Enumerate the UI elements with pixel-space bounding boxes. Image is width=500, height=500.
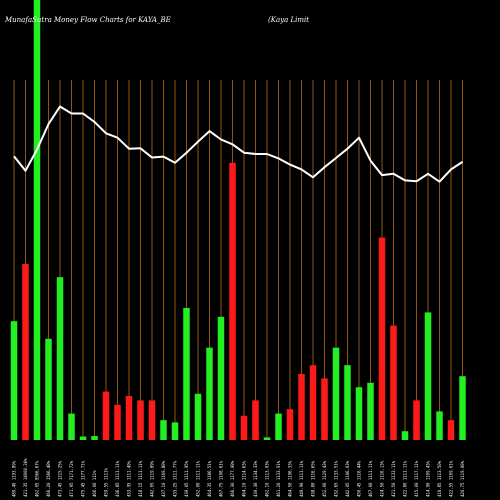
bar-Kaya 40 — [459, 376, 466, 440]
bar-Kaya 10 — [114, 404, 121, 440]
bar-Kaya 31 — [355, 387, 363, 440]
bar-Kaya 26 — [298, 374, 305, 440]
x-label: 421.50 1133.11% — [391, 460, 396, 497]
bar-Kaya 13 — [148, 400, 156, 440]
bar-Kaya 22 — [252, 400, 259, 440]
bar-Kaya 24 — [275, 413, 282, 440]
bar-Kaya 16 — [183, 308, 190, 440]
x-label: 436.85 1111.11% — [115, 460, 120, 497]
bar-Kaya 9 — [102, 391, 110, 440]
bar-Kaya 15 — [171, 422, 179, 440]
x-label: 467.75 1108.61% — [219, 460, 224, 497]
x-label: 430.30 1134.33% — [253, 460, 258, 497]
bar-Kaya 27 — [309, 365, 317, 440]
bar-Kaya 19 — [217, 316, 225, 440]
bar-Kaya 21 — [240, 415, 248, 440]
bar-Kaya 29 — [332, 347, 340, 440]
x-label: 464.50 1196.33% — [288, 460, 293, 497]
x-label: 421.35 14000.36% — [23, 458, 28, 497]
bar-Kaya 6 — [68, 413, 75, 440]
x-label: 418.85 1113.50% — [437, 460, 442, 497]
bar-Kaya 14 — [160, 420, 167, 440]
bar-Kaya 36 — [413, 400, 420, 440]
x-label: 438.80 1116.65% — [311, 460, 316, 497]
x-axis-labels: 489.40 1193.89% 421.35 14000.36% 462.05 95… — [12, 458, 466, 497]
x-label: 466.30 1177.08% — [230, 460, 235, 497]
bar-Kaya 8 — [91, 436, 98, 440]
bar-Kaya 23 — [263, 437, 271, 440]
x-label: 424.50 1116.13% — [380, 460, 385, 497]
bar-Kaya 2 — [22, 264, 29, 440]
bar-Kaya 20 — [229, 162, 236, 441]
x-label: 473.45 1215.25% — [58, 460, 63, 497]
x-label: 461.20 1133.91% — [276, 460, 281, 497]
bars-layer — [10, 0, 466, 441]
x-label: 452.00 1129.43% — [322, 460, 327, 497]
bar-Kaya 30 — [344, 365, 351, 440]
x-label: 433.95 1111.49% — [127, 460, 132, 497]
x-label: 433.25 1111.77% — [173, 460, 178, 497]
x-label: 442.05 1106.03% — [345, 460, 350, 497]
x-label: 475.45 1177.71% — [81, 460, 86, 497]
bar-Kaya 11 — [125, 396, 133, 440]
bar-Kaya 38 — [436, 411, 443, 440]
bar-Kaya 1 — [10, 321, 18, 440]
chart-subtitle: (Kaya Limit — [268, 16, 309, 24]
x-label: 442.05 1119.89% — [150, 460, 155, 497]
x-label: 459.55 1111% — [104, 468, 109, 497]
x-label: 439.05 1111.95% — [184, 460, 189, 497]
x-label: 466.00 111% — [92, 470, 97, 497]
x-label: 467.00 1111.11% — [368, 460, 373, 497]
x-label: 471.95 7171.72% — [69, 460, 74, 497]
bar-Kaya 17 — [194, 393, 202, 440]
bar-Kaya 37 — [424, 312, 432, 440]
x-label: 418.15 1111.11% — [138, 460, 143, 497]
bar-Kaya 39 — [447, 420, 455, 440]
x-label: 437.10 1169.88% — [161, 460, 166, 497]
x-label: 414.90 1109.43% — [426, 460, 431, 497]
bar-Kaya 3 — [33, 0, 41, 440]
x-label: 464.35 1186.51% — [207, 460, 212, 497]
x-label: 415.00 1117.11% — [414, 460, 419, 497]
bar-Kaya 7 — [79, 436, 87, 440]
bar-Kaya 32 — [367, 382, 374, 440]
price-line — [13, 105, 464, 183]
x-label: 452.00 1111.11% — [196, 460, 201, 497]
bar-Kaya 35 — [401, 431, 409, 440]
bar-Kaya 5 — [56, 277, 64, 440]
x-label: 422.80 1111.11% — [403, 460, 408, 497]
x-label: 450.45 1116.44% — [357, 460, 362, 497]
x-label: 489.40 1193.89% — [12, 460, 17, 497]
bar-Kaya 28 — [321, 378, 328, 440]
bar-Kaya 25 — [286, 409, 294, 440]
x-label: 432.65 1133.51% — [334, 460, 339, 497]
bar-Kaya 4 — [45, 338, 52, 440]
bar-Kaya 33 — [378, 237, 386, 440]
chart-title: MunafaSutra Money Flow Charts for KAYA_B… — [4, 16, 171, 24]
x-label: 420.75 1119.08% — [460, 460, 465, 497]
bar-Kaya 34 — [390, 325, 397, 440]
x-label: 466.20 1566.48% — [46, 460, 51, 497]
x-label: 462.05 9566.67% — [35, 460, 40, 497]
bar-Kaya 12 — [137, 400, 144, 440]
x-label: 464.10 1114.63% — [242, 460, 247, 497]
x-label: 422.55 1109.61% — [449, 460, 454, 497]
x-label: 462.10 1113.03% — [265, 460, 270, 497]
bar-Kaya 18 — [206, 347, 213, 440]
x-label: 449.90 1111.11% — [299, 460, 304, 497]
